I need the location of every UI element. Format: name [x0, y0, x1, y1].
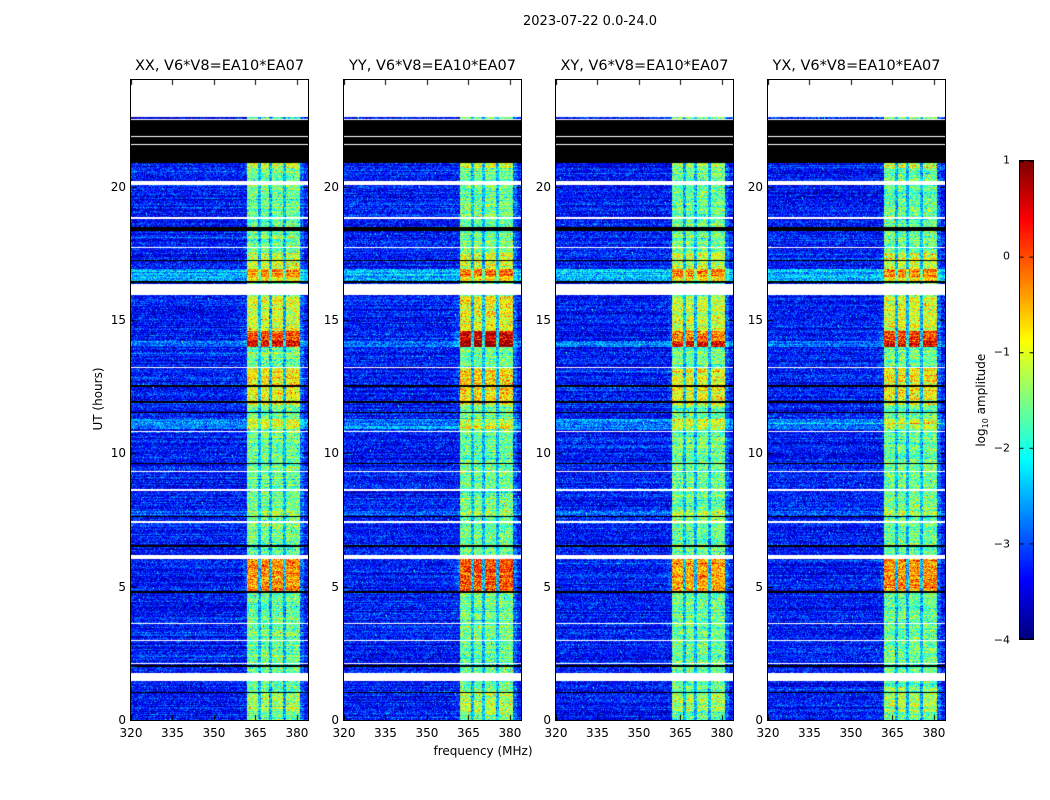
figure-title: 2023-07-22 0.0-24.0 [523, 14, 657, 29]
y-tick-label: 5 [755, 579, 763, 594]
colorbar-label: log10 amplitude [974, 340, 990, 460]
x-tick-label: 380 [710, 726, 734, 740]
panel-title: XY, V6*V8=EA10*EA07 [560, 58, 729, 74]
axes-frame [767, 79, 946, 721]
x-tick-label: 350 [627, 726, 651, 740]
x-tick-label: 335 [374, 726, 397, 740]
heatmap-image [556, 80, 733, 720]
y-tick-label: 10 [110, 446, 126, 461]
y-tick-label: 5 [331, 579, 339, 594]
panel-title: YX, V6*V8=EA10*EA07 [772, 58, 941, 74]
y-tick-label: 0 [331, 713, 339, 727]
x-tick-label: 365 [881, 726, 904, 740]
y-axis-label: UT (hours) [91, 367, 105, 431]
colorbar-tick-label: −3 [993, 537, 1010, 551]
x-tick-label: 350 [839, 726, 863, 740]
y-tick-label: 15 [323, 313, 339, 327]
x-tick-label: 380 [498, 726, 522, 740]
x-tick-label: 365 [244, 726, 267, 740]
colorbar [1019, 160, 1034, 640]
x-tick-label: 350 [202, 726, 226, 740]
y-tick-label: 0 [118, 713, 126, 727]
colorbar-label-prefix: log [973, 428, 988, 447]
y-tick-label: 20 [323, 179, 339, 194]
y-tick-label: 10 [535, 446, 551, 461]
x-tick-label: 320 [756, 726, 780, 740]
colorbar-tick-label: 1 [1003, 153, 1010, 167]
colorbar-tick-label: −2 [993, 441, 1010, 455]
x-tick-label: 365 [669, 726, 692, 740]
y-tick-label: 5 [118, 579, 126, 594]
x-tick-label: 365 [457, 726, 480, 740]
x-axis-label: frequency (MHz) [433, 744, 533, 758]
heatmap-image [768, 80, 945, 720]
panel-xx: XX, V6*V8=EA10*EA07 320 335 350 365 380 0 5 10 15… [111, 58, 309, 740]
axes-frame [130, 79, 309, 721]
panel-xy: XY, V6*V8=EA10*EA07 320 335 350 365 380 0 5 10 15… [536, 58, 734, 740]
axes-frame [555, 79, 734, 721]
y-tick-label: 10 [323, 446, 339, 461]
x-tick-label: 320 [544, 726, 568, 740]
axes-frame [343, 79, 522, 721]
panel-yx: YX, V6*V8=EA10*EA07 320 335 350 365 380 0 5 10 15… [748, 58, 946, 740]
colorbar-label-sub: 10 [981, 418, 991, 429]
y-tick-label: 10 [747, 446, 763, 461]
colorbar-tick-label: 0 [1003, 249, 1010, 263]
x-tick-label: 380 [922, 726, 946, 740]
heatmap-image [131, 80, 308, 720]
x-tick-label: 350 [415, 726, 439, 740]
y-tick-label: 0 [543, 713, 551, 727]
y-tick-label: 5 [543, 579, 551, 594]
heatmap-image [344, 80, 521, 720]
x-tick-label: 320 [332, 726, 356, 740]
y-tick-label: 15 [747, 313, 763, 327]
x-tick-label: 335 [161, 726, 184, 740]
y-tick-label: 20 [747, 179, 763, 194]
y-tick-label: 20 [110, 179, 126, 194]
panel-yy: YY, V6*V8=EA10*EA07 320 335 350 365 380 0 5 10 15… [324, 58, 522, 740]
panel-title: YY, V6*V8=EA10*EA07 [349, 58, 516, 74]
x-tick-label: 320 [119, 726, 143, 740]
y-tick-label: 15 [535, 313, 551, 327]
panel-title: XX, V6*V8=EA10*EA07 [134, 58, 305, 74]
x-tick-label: 335 [798, 726, 821, 740]
y-tick-label: 0 [755, 713, 763, 727]
colorbar-tick-label: −4 [993, 633, 1010, 647]
x-tick-label: 335 [586, 726, 609, 740]
colorbar-tick-label: −1 [993, 345, 1010, 359]
x-tick-label: 380 [285, 726, 309, 740]
colorbar-label-suffix: amplitude [973, 353, 988, 419]
y-tick-label: 20 [535, 179, 551, 194]
y-tick-label: 15 [110, 313, 126, 327]
